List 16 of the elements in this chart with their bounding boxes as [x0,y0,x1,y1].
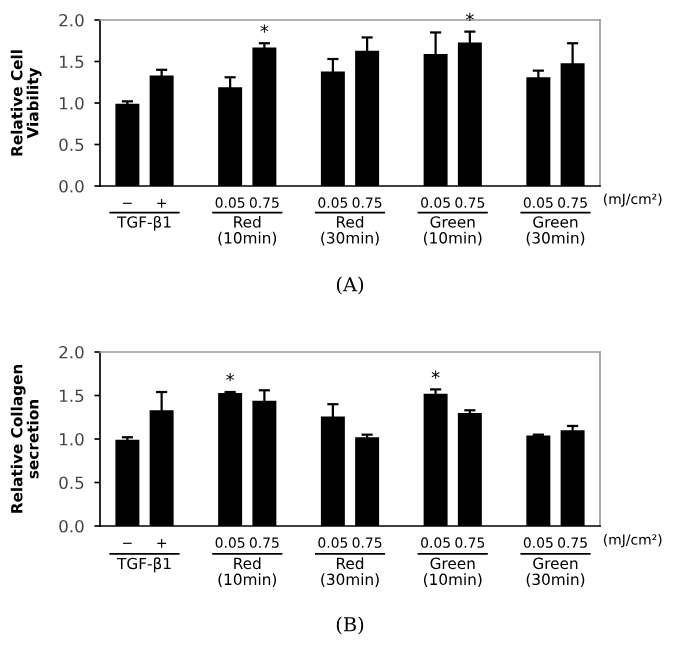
y-tick-label: 1.5 [60,55,84,69]
y-tick-label: 2.0 [59,13,84,27]
y-tick-label: 0.5 [59,476,84,490]
data-label: * [226,373,235,382]
text: (A) [336,276,364,295]
y-tick-label: 1.0 [60,96,84,110]
data-label: * [431,370,440,379]
data-label: * [465,12,474,22]
text: (B) [336,616,364,635]
y-tick-label: 1.0 [60,432,84,446]
y-tick-label: 0.0 [59,179,84,193]
data-label: * [260,24,269,33]
y-tick-label: 1.5 [60,389,84,403]
y-tick-label: 0.5 [59,138,84,152]
y-tick-label: 0.0 [59,519,84,533]
y-tick-label: 2.0 [59,345,84,359]
